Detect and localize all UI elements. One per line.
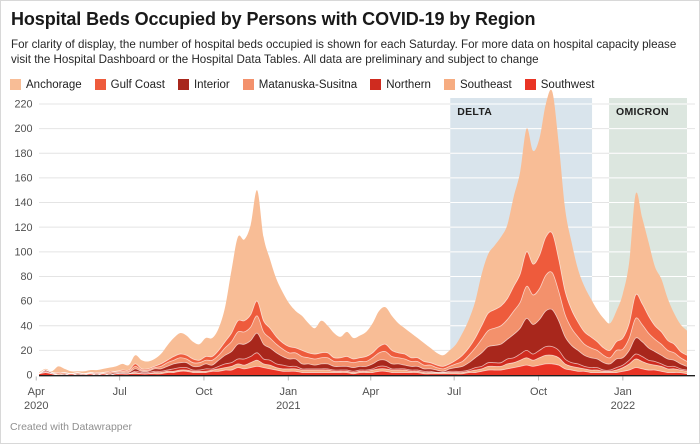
legend-label: Matanuska-Susitna: [258, 78, 358, 91]
y-tick-label: 140: [14, 197, 32, 209]
x-tick-label: Apr: [28, 386, 45, 398]
legend-swatch-gulf-coast: [94, 79, 106, 91]
y-tick-label: 80: [20, 271, 32, 283]
y-tick-label: 60: [20, 296, 32, 308]
legend-item-northern: Northern: [370, 79, 431, 91]
band-label-delta: DELTA: [457, 106, 492, 118]
y-tick-label: 220: [14, 99, 32, 111]
area-southwest: [39, 363, 687, 376]
legend: Anchorage Gulf Coast Interior Matanuska-Sus…: [10, 79, 689, 93]
x-tick-label: Jan: [279, 386, 297, 398]
legend-item-southwest: Southwest: [524, 78, 595, 91]
page-title: Hospital Beds Occupied by Persons with C…: [11, 9, 536, 29]
seam-line: [39, 354, 687, 376]
legend-swatch-southeast: [443, 79, 455, 91]
band-label-omicron: OMICRON: [616, 106, 669, 118]
y-axis-labels: 0 20 40 60 80 100 120 140 160 180 200 220: [14, 99, 32, 382]
legend-label: Interior: [193, 78, 230, 91]
legend-item-matanuska-susitna: Matanuska-Susitna: [242, 78, 358, 91]
legend-label: Southeast: [459, 78, 512, 91]
legend-item-southeast: Southeast: [443, 78, 512, 91]
seam-line: [39, 231, 687, 375]
x-tick-label: Jul: [113, 386, 127, 398]
legend-swatch-matanuska-susitna: [242, 79, 254, 91]
legend-swatch-southwest: [524, 79, 536, 91]
legend-swatch-interior: [177, 79, 189, 91]
area-series-group: [39, 89, 687, 376]
x-tick-year-label: 2022: [611, 400, 635, 412]
legend-label: Southwest: [540, 78, 595, 91]
x-tick-year-label: 2021: [276, 400, 300, 412]
legend-swatch-northern: [370, 79, 382, 91]
y-tick-label: 160: [14, 173, 32, 185]
seam-line: [39, 271, 687, 375]
legend-item-interior: Interior: [177, 78, 230, 91]
y-tick-label: 120: [14, 222, 32, 234]
legend-item-anchorage: Anchorage: [10, 79, 82, 91]
y-tick-label: 100: [14, 246, 32, 258]
chart-description: For clarity of display, the number of ho…: [11, 37, 677, 67]
x-tick-label: Oct: [530, 386, 547, 398]
x-tick-label: Apr: [362, 386, 379, 398]
seam-line: [39, 345, 687, 376]
y-tick-label: 180: [14, 148, 32, 160]
legend-label: Gulf Coast: [110, 78, 165, 91]
legend-item-gulf-coast: Gulf Coast: [94, 78, 165, 91]
legend-label: Northern: [386, 78, 431, 91]
x-tick-label: Oct: [195, 386, 212, 398]
y-tick-label: 40: [20, 320, 32, 332]
seam-line: [39, 308, 687, 376]
y-tick-label: 200: [14, 123, 32, 135]
y-tick-label: 0: [26, 370, 32, 382]
x-axis-labels: Apr 2020 Jul Oct Jan 2021 Apr Jul Oct Jan 2022: [24, 376, 635, 412]
datawrapper-credit[interactable]: Created with Datawrapper: [10, 421, 132, 433]
legend-swatch-anchorage: [10, 79, 21, 91]
x-tick-label: Jul: [447, 386, 461, 398]
x-tick-label: Jan: [614, 386, 632, 398]
y-tick-label: 20: [20, 345, 32, 357]
x-tick-year-label: 2020: [24, 400, 48, 412]
legend-label: Anchorage: [26, 78, 82, 91]
